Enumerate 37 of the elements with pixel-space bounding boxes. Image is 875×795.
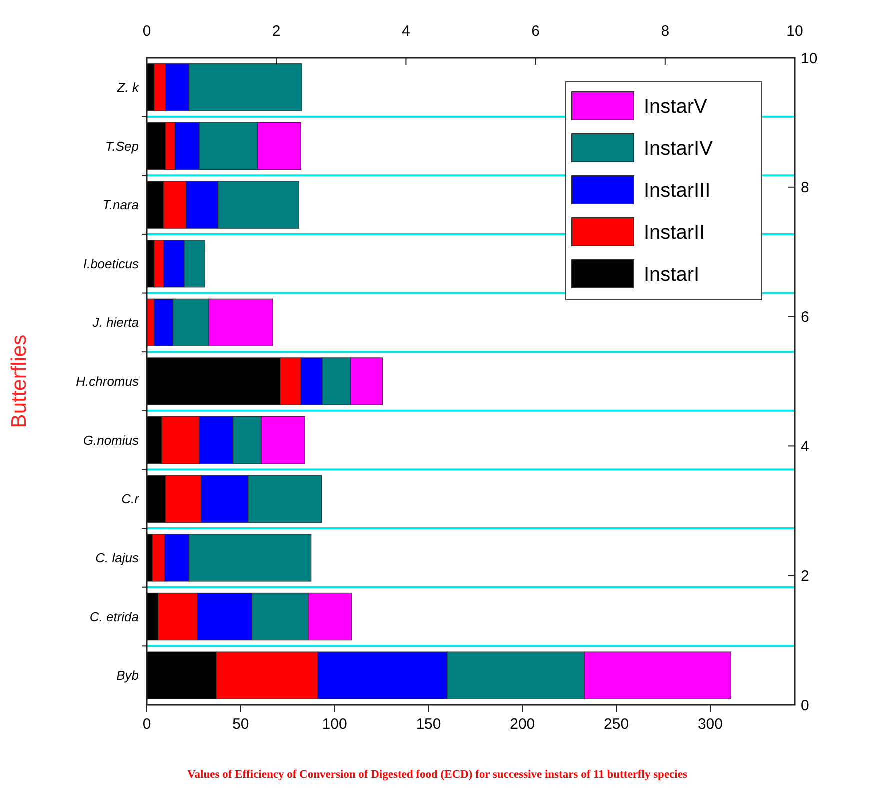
legend-label: InstarIV bbox=[644, 138, 714, 160]
y-tick-label: I.boeticus bbox=[83, 256, 140, 272]
y-axis-title: Butterflies bbox=[8, 334, 31, 428]
x2-tick-label: 4 bbox=[402, 23, 410, 40]
y2-tick-label: 8 bbox=[801, 180, 810, 197]
legend-label: InstarV bbox=[644, 96, 708, 118]
y2-tick-label: 10 bbox=[801, 50, 818, 68]
x-tick-label: 150 bbox=[416, 716, 442, 733]
y-tick-label: Z. k bbox=[116, 80, 140, 95]
y-tick-label: C. etrida bbox=[90, 609, 139, 624]
y-tick-label: H.chromus bbox=[76, 374, 140, 390]
x-tick-label: 250 bbox=[604, 716, 630, 733]
y2-tick-label: 6 bbox=[801, 309, 810, 326]
legend-label: InstarII bbox=[644, 222, 706, 244]
x-tick-label: 200 bbox=[510, 716, 536, 733]
x-tick-label: 0 bbox=[142, 716, 152, 733]
legend-label: InstarIII bbox=[644, 180, 711, 202]
x-tick-label: 300 bbox=[698, 716, 723, 733]
x2-tick-label: 6 bbox=[532, 23, 540, 40]
x2-tick-label: 10 bbox=[786, 23, 804, 40]
x2-tick-label: 8 bbox=[661, 23, 670, 40]
legend-label: InstarI bbox=[644, 264, 700, 286]
y-tick-label: G.nomius bbox=[83, 432, 140, 448]
y-tick-label: C.r bbox=[122, 492, 140, 507]
text: Values of Efficiency of Conversion of Digested food (ECD) for successive instars of 11 butterfly species bbox=[188, 769, 688, 781]
y2-tick-label: 2 bbox=[801, 568, 810, 585]
x-tick-label: 100 bbox=[322, 716, 348, 733]
y2-tick-label: 4 bbox=[801, 438, 810, 456]
y-tick-label: J. hierta bbox=[92, 315, 139, 330]
y-tick-label: T.nara bbox=[102, 198, 139, 213]
y-tick-label: C. lajus bbox=[96, 550, 140, 566]
y-tick-label: Byb bbox=[116, 668, 139, 684]
x2-tick-label: 0 bbox=[142, 23, 152, 40]
y2-tick-label: 0 bbox=[801, 697, 810, 714]
x-tick-label: 50 bbox=[232, 716, 250, 733]
x2-tick-label: 2 bbox=[272, 23, 281, 40]
y-tick-label: T.Sep bbox=[106, 138, 139, 154]
